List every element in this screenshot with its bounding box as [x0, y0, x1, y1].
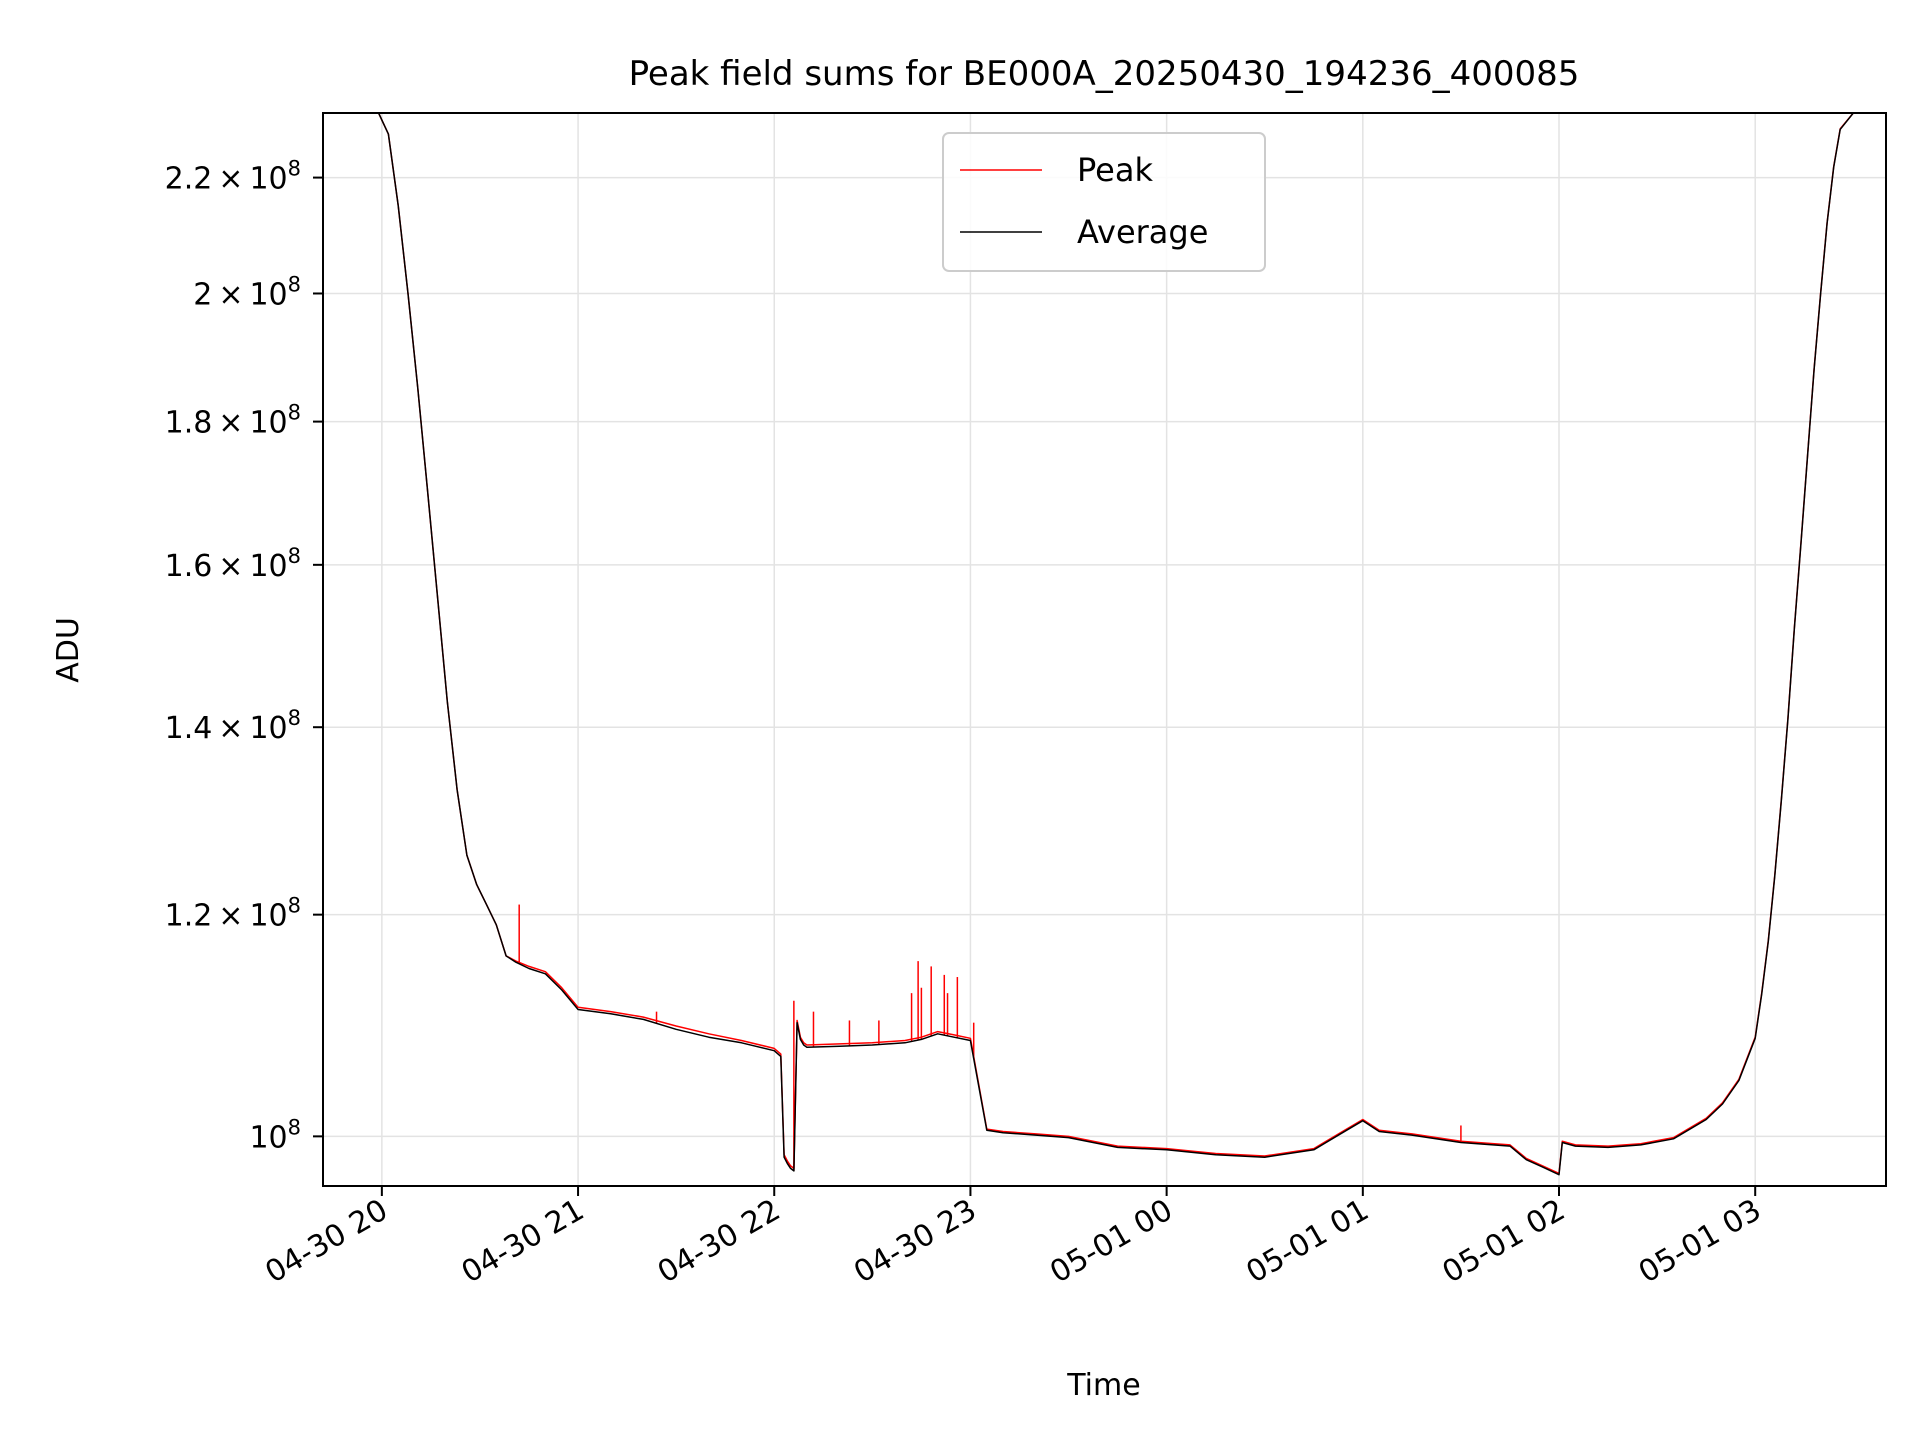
- legend-box: [942, 132, 1266, 272]
- y-tick-label: 2 × 108: [193, 272, 301, 312]
- y-tick-label: 1.8 × 108: [165, 401, 301, 441]
- plot-series: [377, 113, 1886, 1176]
- x-axis-label: Time: [1066, 1368, 1140, 1403]
- legend-average-label: Average: [1077, 213, 1208, 251]
- average-series-line: [377, 113, 1886, 1176]
- chart-title: Peak field sums for BE000A_20250430_1942…: [629, 54, 1580, 94]
- y-tick-label: 1.2 × 108: [165, 894, 301, 934]
- y-tick-label: 1.4 × 108: [165, 706, 301, 746]
- y-tick-label: 2.2 × 108: [165, 157, 301, 197]
- legend-peak-label: Peak: [1077, 151, 1153, 189]
- plot-frame: [322, 112, 1887, 1187]
- legend: Peak Average: [942, 132, 1266, 272]
- y-axis-label: ADU: [51, 617, 86, 683]
- y-tick-label: 1.6 × 108: [165, 544, 301, 584]
